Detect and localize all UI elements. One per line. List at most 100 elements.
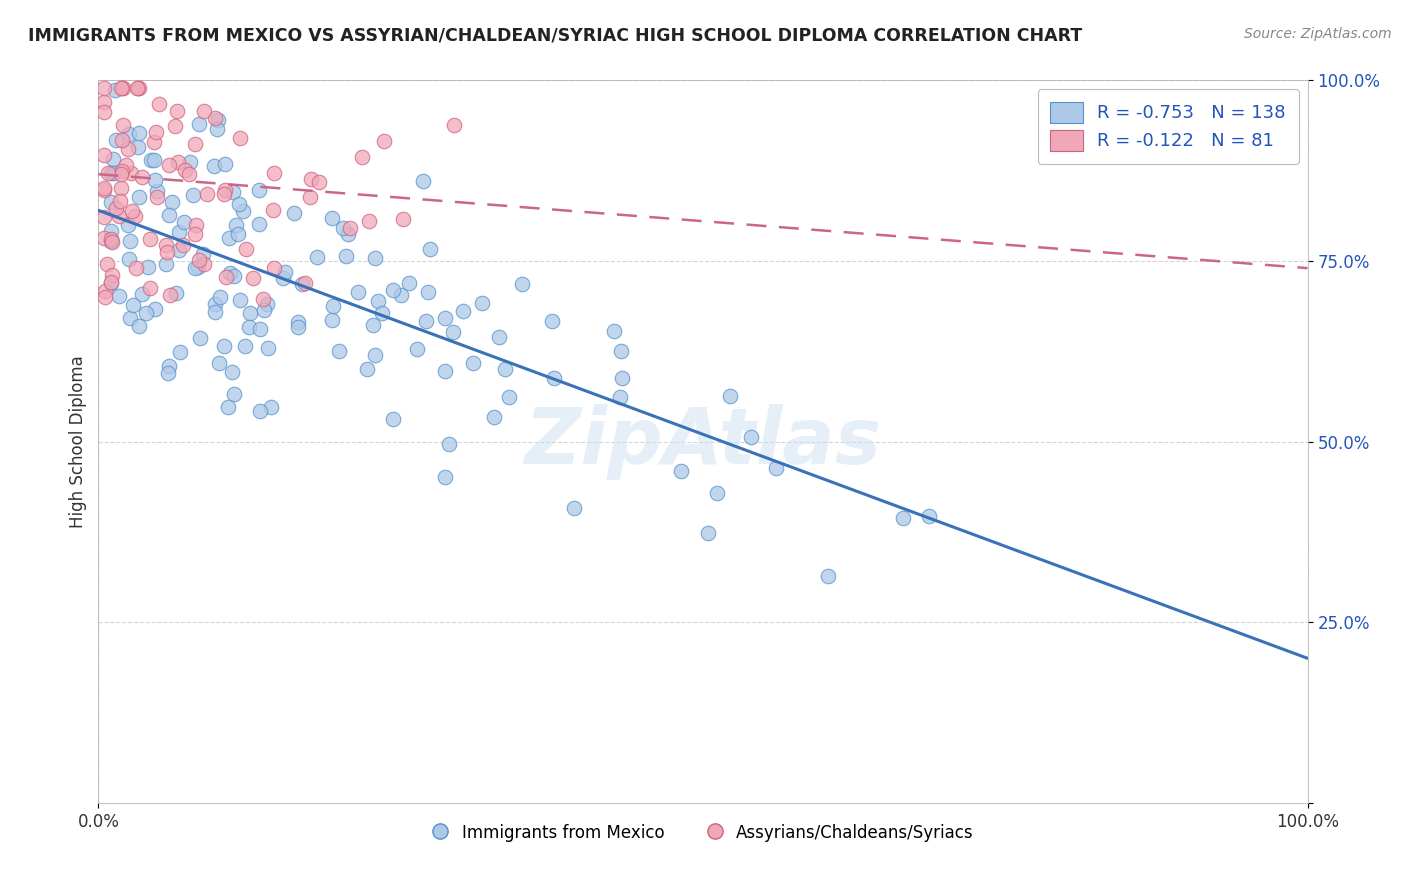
Point <box>398 276 420 290</box>
Point <box>173 215 195 229</box>
Point <box>97 165 120 179</box>
Point <box>718 389 741 403</box>
Point <box>263 260 285 275</box>
Point <box>100 233 122 247</box>
Point <box>167 155 190 169</box>
Point <box>184 136 207 151</box>
Point <box>415 314 437 328</box>
Point <box>381 283 404 297</box>
Point <box>183 260 205 275</box>
Point <box>541 314 564 328</box>
Point <box>494 361 516 376</box>
Point <box>103 166 125 180</box>
Point <box>145 302 167 317</box>
Point <box>287 315 309 329</box>
Point <box>93 180 115 194</box>
Point <box>346 285 368 300</box>
Point <box>364 348 387 362</box>
Point <box>212 339 235 353</box>
Point <box>162 195 184 210</box>
Point <box>100 194 122 209</box>
Point <box>169 344 191 359</box>
Point <box>299 172 322 186</box>
Point <box>229 130 252 145</box>
Point <box>96 257 118 271</box>
Point <box>112 119 135 133</box>
Point <box>510 277 533 292</box>
Point <box>128 80 150 95</box>
Point <box>163 119 186 133</box>
Point <box>193 103 215 118</box>
Point <box>110 167 132 181</box>
Point <box>214 157 236 171</box>
Point <box>609 390 631 404</box>
Point <box>247 217 270 231</box>
Point <box>562 500 585 515</box>
Point <box>225 219 247 233</box>
Point <box>610 371 633 385</box>
Point <box>93 183 115 197</box>
Point <box>222 269 245 284</box>
Point <box>706 486 728 500</box>
Point <box>108 288 131 302</box>
Point <box>249 404 271 418</box>
Point <box>252 293 274 307</box>
Point <box>434 364 457 378</box>
Point <box>167 225 190 239</box>
Point <box>287 320 309 334</box>
Point <box>273 270 295 285</box>
Point <box>142 153 165 168</box>
Point <box>148 97 170 112</box>
Point <box>389 288 412 302</box>
Point <box>155 257 177 271</box>
Point <box>416 285 439 299</box>
Point <box>111 133 134 147</box>
Point <box>226 227 249 241</box>
Point <box>339 221 361 235</box>
Point <box>100 268 122 282</box>
Point <box>204 305 226 319</box>
Point <box>110 180 132 194</box>
Point <box>765 460 787 475</box>
Point <box>121 204 143 219</box>
Point <box>208 290 231 304</box>
Point <box>337 227 360 241</box>
Point <box>157 359 180 373</box>
Point <box>207 113 229 128</box>
Point <box>214 183 236 197</box>
Point <box>125 260 148 275</box>
Text: Source: ZipAtlas.com: Source: ZipAtlas.com <box>1244 27 1392 41</box>
Point <box>392 212 415 227</box>
Point <box>93 231 115 245</box>
Point <box>112 80 135 95</box>
Point <box>238 320 260 334</box>
Point <box>157 367 180 381</box>
Point <box>740 430 762 444</box>
Point <box>433 469 456 483</box>
Text: ZipAtlas: ZipAtlas <box>524 403 882 480</box>
Point <box>124 209 146 223</box>
Point <box>669 464 692 478</box>
Point <box>382 411 405 425</box>
Point <box>498 390 520 404</box>
Point <box>108 194 131 209</box>
Point <box>93 148 115 162</box>
Point <box>174 163 197 178</box>
Point <box>100 275 122 289</box>
Point <box>321 313 343 327</box>
Text: IMMIGRANTS FROM MEXICO VS ASSYRIAN/CHALDEAN/SYRIAC HIGH SCHOOL DIPLOMA CORRELATI: IMMIGRANTS FROM MEXICO VS ASSYRIAN/CHALD… <box>28 27 1083 45</box>
Point <box>159 288 181 302</box>
Point <box>100 166 122 180</box>
Point <box>191 247 214 261</box>
Point <box>371 305 394 319</box>
Y-axis label: High School Diploma: High School Diploma <box>69 355 87 528</box>
Point <box>257 342 280 356</box>
Point <box>356 361 378 376</box>
Point <box>218 266 240 280</box>
Point <box>439 437 461 451</box>
Point <box>103 153 125 167</box>
Point <box>307 250 329 264</box>
Point <box>118 252 141 267</box>
Point <box>218 231 240 245</box>
Point <box>451 304 474 318</box>
